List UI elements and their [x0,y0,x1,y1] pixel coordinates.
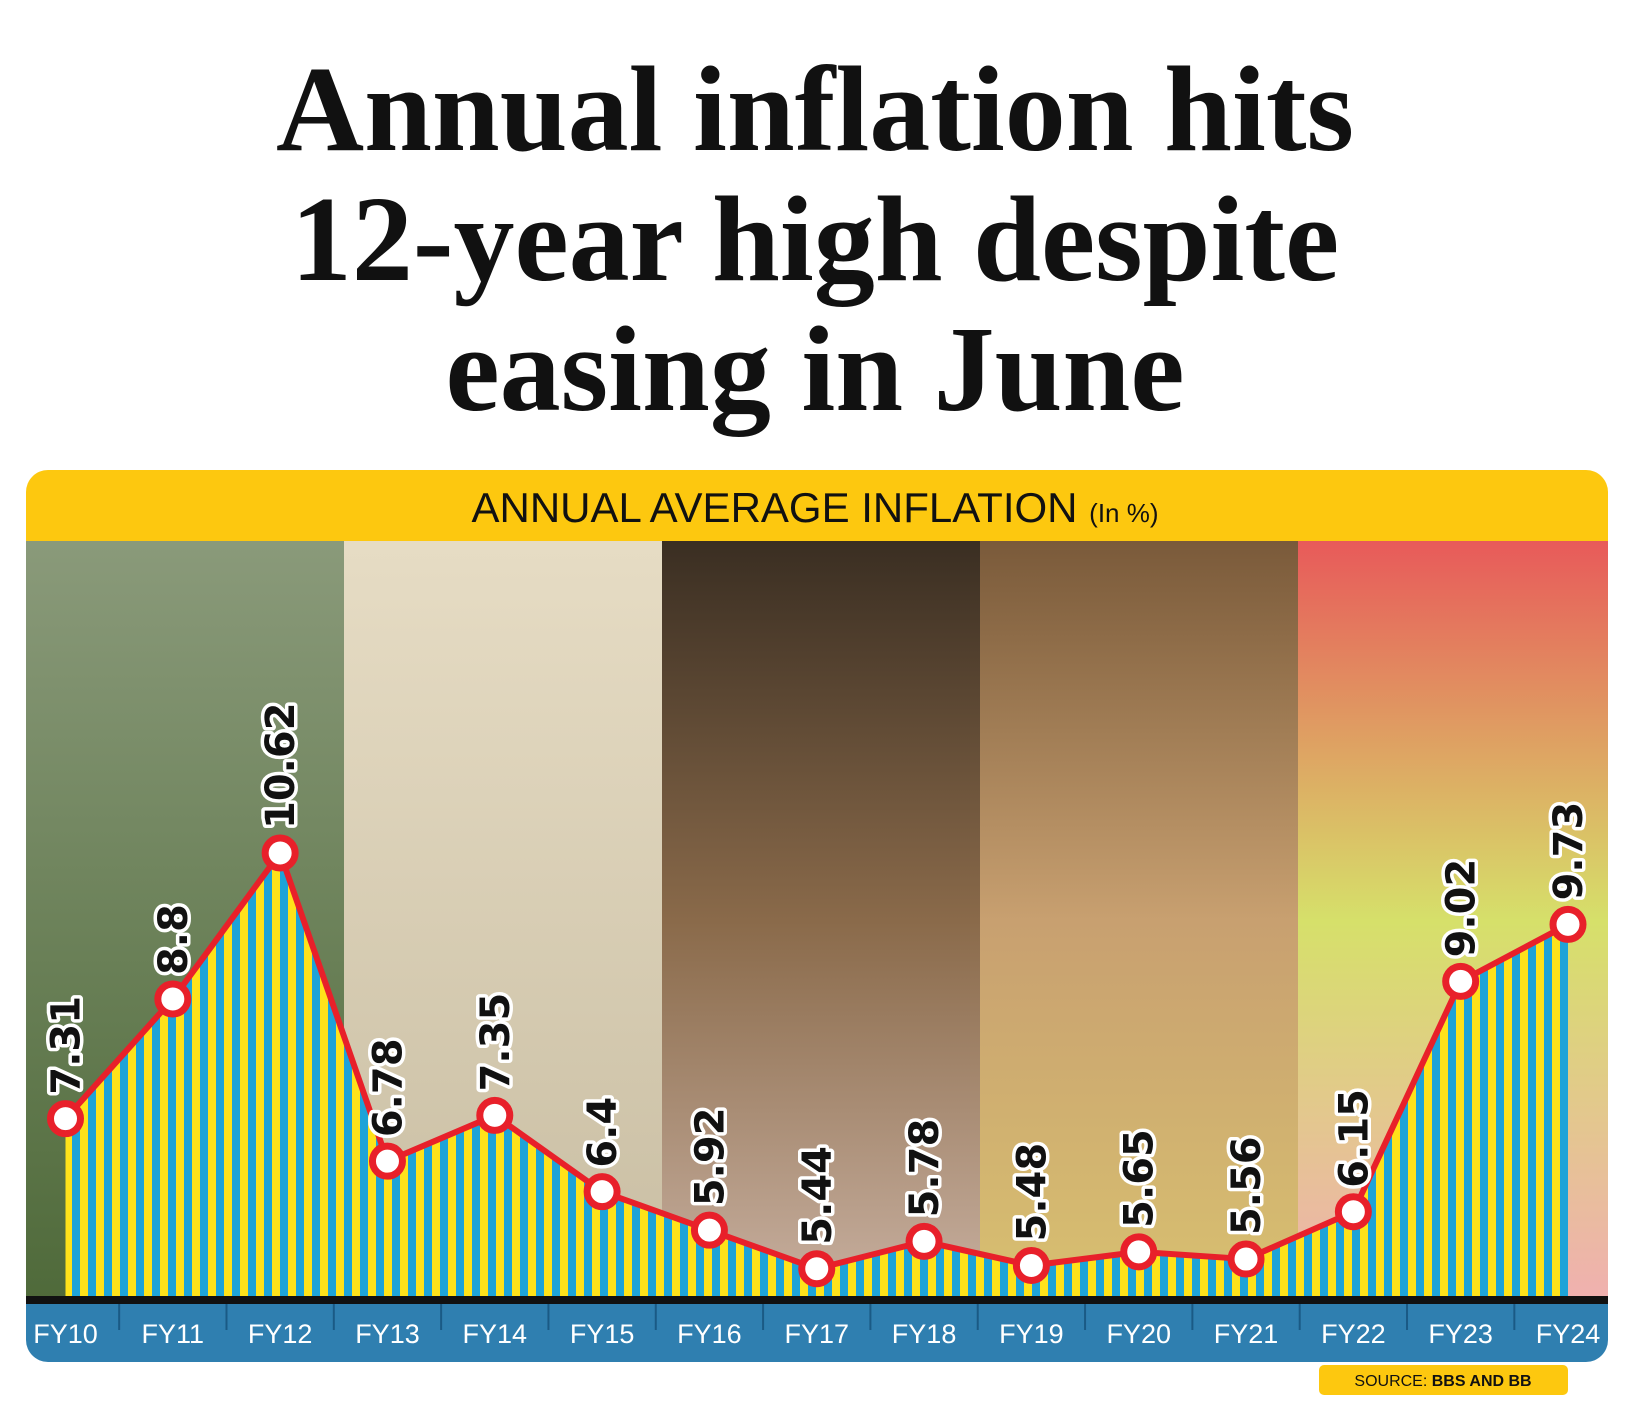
point [1012,1246,1050,1284]
value-label: 5.92 [687,1107,733,1206]
x-tick-label: FY16 [677,1319,742,1349]
x-tick-label: FY11 [142,1319,205,1349]
axis-edge [26,1296,1608,1304]
source-box [1319,1365,1568,1395]
header-band [26,470,1608,541]
x-tick-label: FY10 [33,1319,98,1349]
x-tick-label: FY13 [355,1319,420,1349]
value-label: 6.78 [365,1038,411,1137]
point [1227,1240,1265,1278]
point [154,980,192,1018]
value-label: 7.35 [473,993,519,1092]
point [1442,962,1480,1000]
x-tick-label: FY15 [570,1319,635,1349]
value-label: 5.78 [902,1119,948,1218]
source-text: BBS AND BB [1432,1373,1532,1390]
x-tick-label: FY22 [1321,1319,1386,1349]
point [47,1100,84,1138]
x-tick-label: FY14 [463,1319,528,1349]
value-label: 5.44 [795,1146,841,1245]
point [476,1096,514,1134]
x-tick-label: FY19 [999,1319,1064,1349]
x-axis: FY10 FY11 FY12 FY13 FY14 FY15 FY16 FY17 FY18 FY19… [33,1304,1600,1349]
point [583,1173,621,1211]
point [261,834,299,872]
x-tick-label: FY23 [1428,1319,1493,1349]
source-label: SOURCE: [1354,1373,1427,1390]
point [1549,905,1587,943]
point [368,1142,406,1180]
subtitle: ANNUAL AVERAGE INFLATION [471,484,1077,531]
x-tick-label: FY12 [248,1319,313,1349]
point [905,1222,943,1260]
value-label: 5.56 [1224,1136,1270,1235]
value-label: 9.02 [1439,859,1485,958]
value-label: 8.8 [151,904,197,975]
title-line: easing in June [446,302,1185,437]
point [1120,1233,1158,1271]
point [798,1250,836,1288]
panel [26,470,1608,1362]
axis-band [26,1304,1608,1362]
photo-spices [980,541,1298,1301]
title-line: Annual inflation hits [276,42,1354,177]
point [1334,1193,1372,1231]
unit: (In %) [1089,498,1158,528]
title-line: 12-year high despite [291,172,1339,307]
x-tick-label: FY17 [784,1319,849,1349]
value-label: 5.65 [1117,1129,1163,1228]
header: ANNUAL AVERAGE INFLATION (In %) [471,484,1158,531]
area [65,852,1568,1300]
source: SOURCE: BBS AND BB [1354,1373,1531,1390]
value-label: 7.31 [44,996,90,1095]
point [690,1211,728,1249]
x-tick-label: FY18 [892,1319,957,1349]
photo-fish [662,541,980,1301]
value-label: 9.73 [1546,802,1592,901]
value-label: 6.4 [580,1097,626,1168]
x-tick-label: FY20 [1106,1319,1171,1349]
value-label: 10.62 [258,702,304,829]
value-label: 6.15 [1331,1089,1377,1188]
x-tick-label: FY24 [1536,1319,1601,1349]
x-tick-label: FY21 [1214,1319,1279,1349]
value-label: 5.48 [1009,1143,1055,1242]
